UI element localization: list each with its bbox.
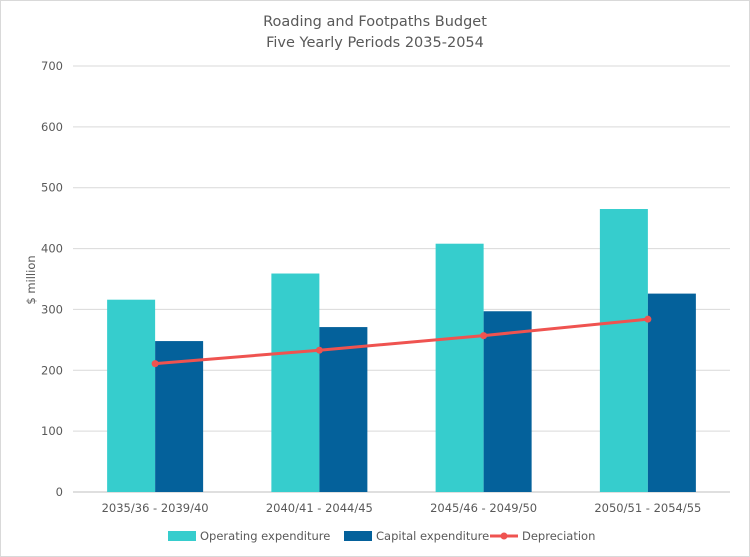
y-tick-label: 700: [41, 59, 63, 73]
legend-item: Depreciation: [490, 529, 595, 543]
y-tick-label: 600: [41, 120, 63, 134]
line-point: [315, 346, 323, 354]
legend-marker: [500, 532, 508, 540]
bar-capital-expenditure: [483, 311, 532, 492]
y-tick-label: 0: [56, 485, 63, 499]
bar-operating-expenditure: [435, 243, 484, 492]
x-tick-label: 2045/46 - 2049/50: [430, 501, 537, 515]
line-series: [151, 315, 652, 368]
bar-operating-expenditure: [271, 273, 320, 492]
bar-operating-expenditure: [107, 299, 156, 492]
y-tick-label: 500: [41, 181, 63, 195]
legend-label: Operating expenditure: [200, 529, 330, 543]
bar-capital-expenditure: [647, 293, 696, 492]
legend-swatch: [344, 531, 372, 541]
y-tick-label: 100: [41, 424, 63, 438]
x-tick-label: 2035/36 - 2039/40: [102, 501, 209, 515]
line-depreciation: [153, 317, 650, 366]
bar-operating-expenditure: [599, 209, 648, 492]
y-tick-labels: 0 100 200 300 400 500 600 700: [41, 59, 63, 499]
legend-label: Depreciation: [522, 529, 595, 543]
legend: Operating expenditure Capital expenditure…: [168, 529, 595, 543]
legend-item: Operating expenditure: [168, 529, 330, 543]
x-tick-label: 2040/41 - 2044/45: [266, 501, 373, 515]
legend-label: Capital expenditure: [376, 529, 489, 543]
line-point: [644, 315, 652, 323]
y-tick-label: 400: [41, 242, 63, 256]
bars: [107, 209, 696, 492]
x-tick-label: 2050/51 - 2054/55: [594, 501, 701, 515]
line-point: [480, 332, 488, 340]
x-tick-labels: 2035/36 - 2039/40 2040/41 - 2044/45 2045/4…: [102, 501, 702, 515]
y-tick-label: 200: [41, 363, 63, 377]
line-point: [151, 360, 159, 368]
legend-swatch: [168, 531, 196, 541]
bar-capital-expenditure: [155, 341, 204, 492]
bar-capital-expenditure: [319, 327, 368, 492]
y-axis-label: $ million: [24, 255, 38, 304]
y-tick-label: 300: [41, 302, 63, 316]
chart-subtitle: Five Yearly Periods 2035-2054: [266, 35, 484, 51]
chart-title: Roading and Footpaths Budget: [263, 14, 487, 30]
legend-item: Capital expenditure: [344, 529, 489, 543]
